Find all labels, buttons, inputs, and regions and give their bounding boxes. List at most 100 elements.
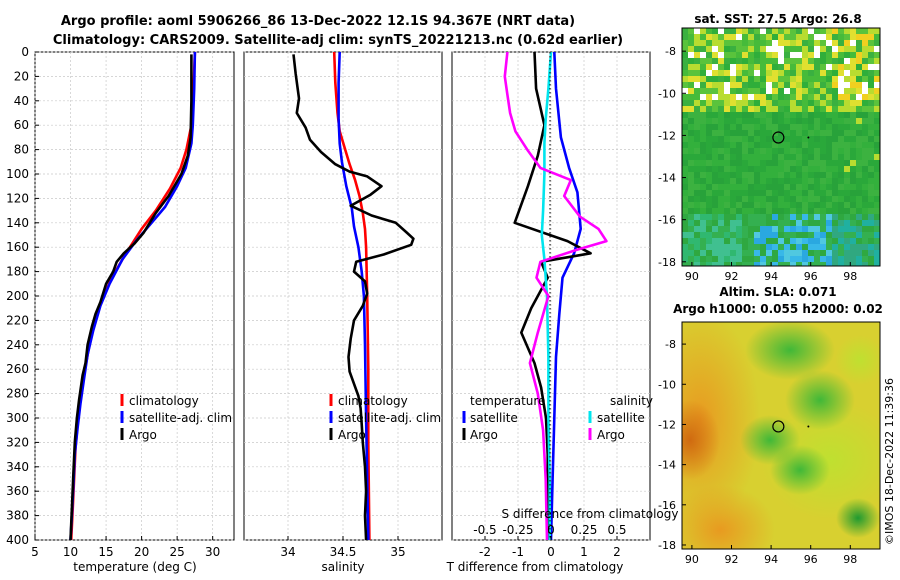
- sst-cell: [772, 112, 778, 118]
- sst-cell: [814, 118, 820, 124]
- sst-cell: [844, 94, 850, 100]
- sst-cell: [742, 238, 748, 244]
- sst-cell: [784, 178, 790, 184]
- sst-cell: [850, 232, 856, 238]
- sst-cell: [850, 178, 856, 184]
- sst-cell: [868, 232, 874, 238]
- sst-cell: [754, 154, 760, 160]
- sst-cell: [772, 208, 778, 214]
- sst-cell: [808, 166, 814, 172]
- sst-cell: [730, 28, 736, 34]
- sst-cell: [856, 124, 862, 130]
- sst-cell: [838, 196, 844, 202]
- sst-cell: [850, 256, 856, 262]
- sst-cell: [826, 214, 832, 220]
- x-tick-label: 30: [205, 545, 220, 559]
- sst-cell: [814, 190, 820, 196]
- sst-cell: [808, 154, 814, 160]
- sst-cell: [874, 154, 880, 160]
- sst-cell: [784, 172, 790, 178]
- sst-cell: [682, 226, 688, 232]
- sst-cell: [760, 172, 766, 178]
- sst-cell: [802, 112, 808, 118]
- sst-cell: [700, 208, 706, 214]
- sst-cell: [730, 178, 736, 184]
- sst-cell: [748, 58, 754, 64]
- sst-cell: [796, 82, 802, 88]
- sst-cell: [826, 166, 832, 172]
- sst-cell: [850, 238, 856, 244]
- sst-cell: [760, 232, 766, 238]
- sst-cell: [778, 64, 784, 70]
- sst-cell: [742, 124, 748, 130]
- sst-cell: [796, 106, 802, 112]
- sst-cell: [808, 124, 814, 130]
- sst-cell: [706, 250, 712, 256]
- sst-cell: [868, 40, 874, 46]
- sst-cell: [808, 34, 814, 40]
- sst-cell: [820, 64, 826, 70]
- sst-cell: [856, 100, 862, 106]
- sla-map-heatmap: [682, 322, 880, 549]
- sst-cell: [760, 82, 766, 88]
- sst-cell: [772, 118, 778, 124]
- sst-cell: [688, 106, 694, 112]
- sst-cell: [790, 202, 796, 208]
- sst-cell: [862, 124, 868, 130]
- sst-cell: [838, 58, 844, 64]
- sst-cell: [844, 184, 850, 190]
- sst-cell: [814, 88, 820, 94]
- chart-title-line1: Argo profile: aoml 5906266_86 13-Dec-202…: [61, 14, 575, 29]
- sst-cell: [682, 112, 688, 118]
- sst-cell: [754, 112, 760, 118]
- sst-cell: [826, 178, 832, 184]
- sst-cell: [838, 124, 844, 130]
- y-tick-label: 120: [6, 191, 29, 205]
- sst-cell: [820, 112, 826, 118]
- sst-cell: [772, 238, 778, 244]
- sst-cell: [730, 70, 736, 76]
- sst-cell: [802, 46, 808, 52]
- sst-cell: [796, 136, 802, 142]
- sst-cell: [694, 100, 700, 106]
- sst-cell: [832, 64, 838, 70]
- sst-cell: [838, 46, 844, 52]
- map-x-tick-label: 96: [804, 270, 818, 283]
- sst-cell: [694, 256, 700, 262]
- sst-cell: [802, 52, 808, 58]
- sst-cell: [850, 208, 856, 214]
- sst-cell: [730, 112, 736, 118]
- sst-cell: [742, 118, 748, 124]
- sst-cell: [754, 178, 760, 184]
- sst-cell: [706, 238, 712, 244]
- sst-cell: [742, 94, 748, 100]
- sst-cell: [832, 118, 838, 124]
- sst-cell: [688, 46, 694, 52]
- sst-cell: [856, 82, 862, 88]
- sst-cell: [874, 250, 880, 256]
- sst-cell: [700, 124, 706, 130]
- y-tick-label: 0: [21, 45, 29, 59]
- sst-cell: [730, 214, 736, 220]
- sst-cell: [784, 118, 790, 124]
- sst-cell: [826, 130, 832, 136]
- sst-cell: [784, 58, 790, 64]
- sst-cell: [850, 58, 856, 64]
- sst-cell: [718, 214, 724, 220]
- sst-cell: [748, 52, 754, 58]
- legend-heading-temperature: temperature: [470, 394, 545, 408]
- sst-cell: [742, 148, 748, 154]
- sst-cell: [868, 112, 874, 118]
- sst-cell: [868, 28, 874, 34]
- sst-cell: [736, 148, 742, 154]
- sst-cell: [790, 106, 796, 112]
- sst-cell: [832, 94, 838, 100]
- sst-cell: [730, 262, 736, 266]
- sst-cell: [832, 172, 838, 178]
- sst-cell: [700, 46, 706, 52]
- sst-cell: [844, 166, 850, 172]
- sst-cell: [742, 232, 748, 238]
- sst-cell: [814, 112, 820, 118]
- sst-cell: [856, 160, 862, 166]
- sst-cell: [802, 190, 808, 196]
